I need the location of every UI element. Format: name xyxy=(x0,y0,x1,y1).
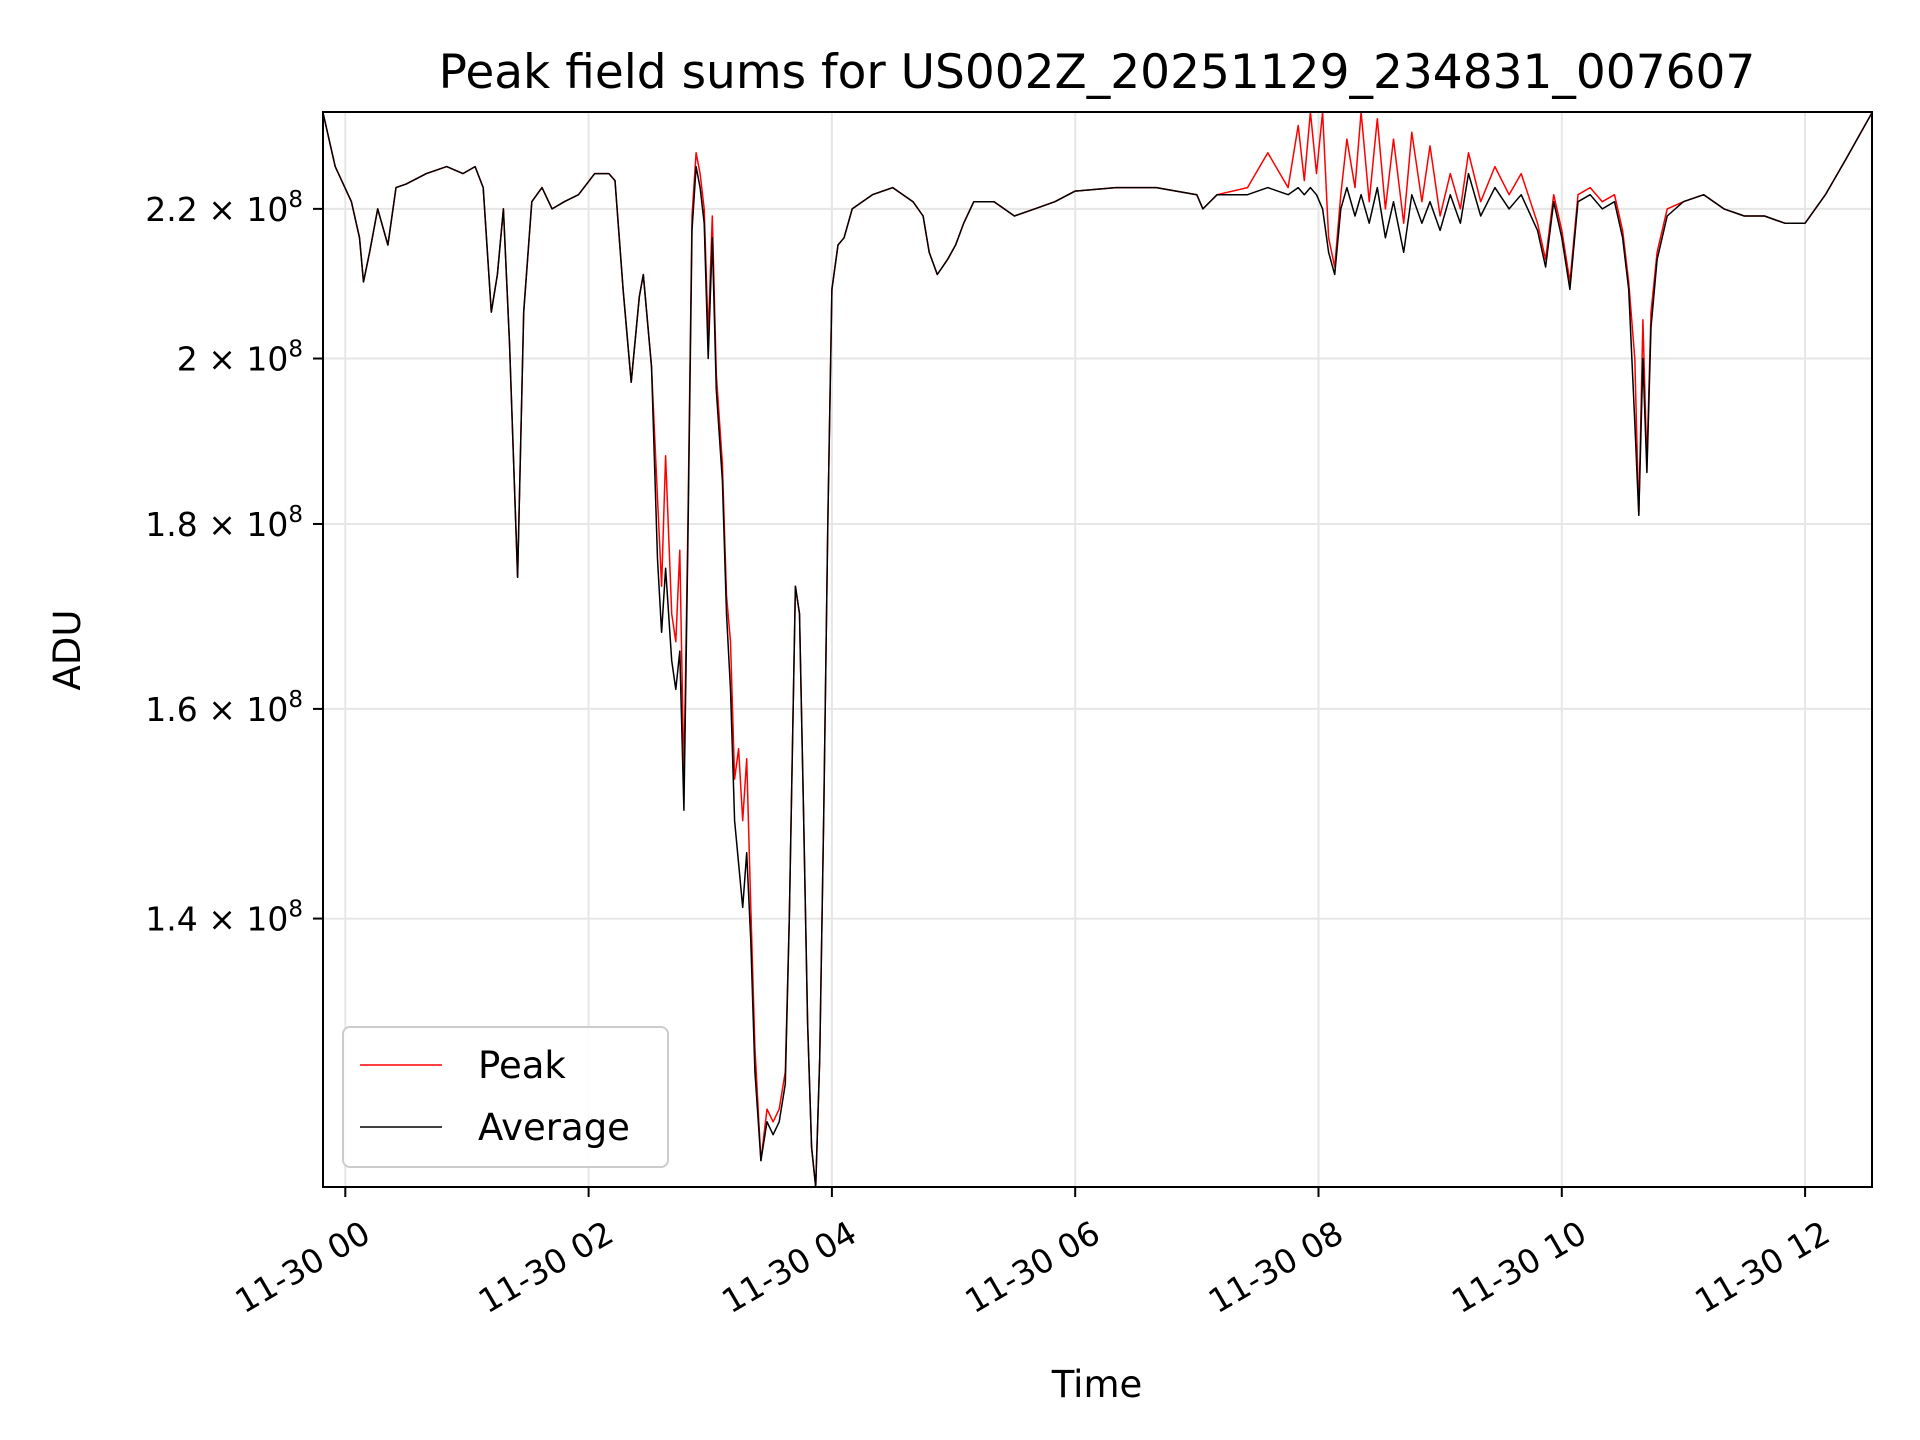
y-tick-label: 1.4 × 108 xyxy=(145,897,303,939)
legend: Peak Average xyxy=(342,1026,669,1168)
chart-title: Peak field sums for US002Z_20251129_2348… xyxy=(439,45,1756,100)
plot-frame xyxy=(322,111,1873,1188)
y-tick-label: 2.2 × 108 xyxy=(145,187,303,229)
legend-box xyxy=(342,1026,669,1168)
y-axis-label: ADU xyxy=(46,610,89,691)
y-axis-ticks: 1.4 × 108 1.6 × 108 1.8 × 108 2 × 108 2.2 × … xyxy=(145,187,323,939)
legend-label-average: Average xyxy=(478,1106,630,1149)
y-tick-label: 1.8 × 108 xyxy=(145,502,303,544)
y-tick-label: 2 × 108 xyxy=(177,337,303,379)
x-axis-label: Time xyxy=(1051,1363,1143,1406)
legend-label-peak: Peak xyxy=(478,1044,566,1087)
y-tick-label: 1.6 × 108 xyxy=(145,687,303,729)
series-lines xyxy=(323,112,1872,1187)
series-line-average xyxy=(323,112,1872,1187)
